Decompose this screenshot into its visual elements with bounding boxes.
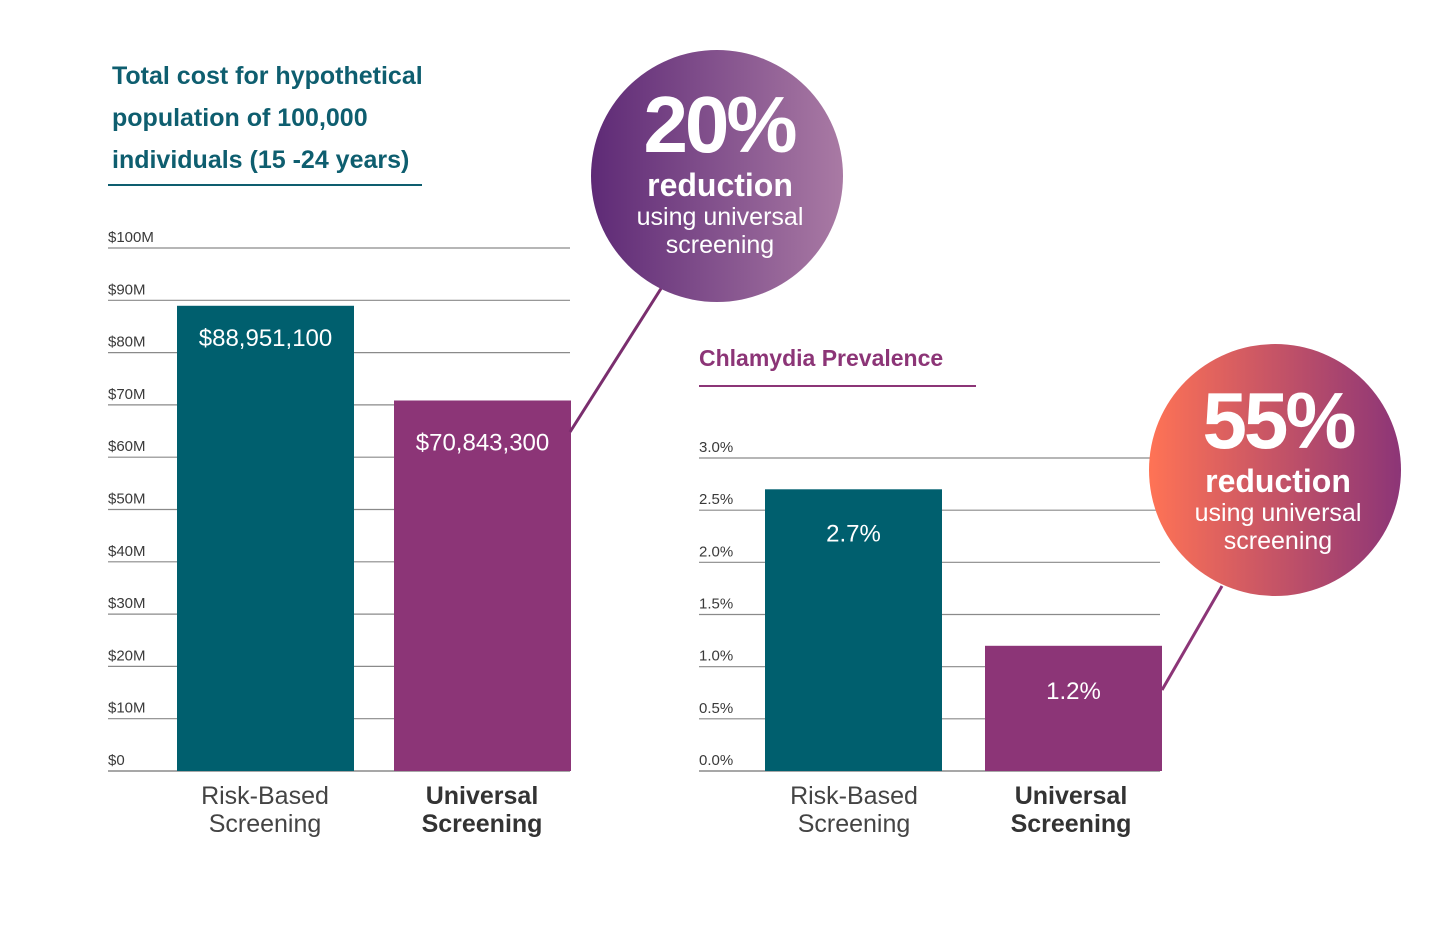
prevalence-bar-risk-based (765, 489, 942, 771)
cost-callout-using: using universal (637, 203, 804, 231)
prevalence-callout-connector (1160, 585, 1224, 691)
cost-ytick-label-4: $40M (108, 543, 146, 560)
cost-ytick-label-2: $20M (108, 647, 146, 664)
cost-callout-connector (568, 286, 664, 433)
cost-ytick-label-1: $10M (108, 700, 146, 717)
cost-callout-reduction: reduction (647, 167, 793, 203)
prevalence-ytick-label-1: 0.5% (699, 700, 733, 717)
cost-ytick-label-10: $100M (108, 229, 154, 246)
prevalence-chart-bars (765, 489, 1162, 771)
cost-chart-yticks: $0 $10M $20M $30M $40M $50M $60M $70M $80M $90M $1… (108, 229, 154, 769)
prevalence-callout-percent: 55% (1202, 376, 1355, 465)
cost-ytick-label-5: $50M (108, 491, 146, 508)
cost-chart-title: Total cost for hypothetical population o… (108, 62, 423, 186)
cost-chart-bars (177, 305, 571, 771)
cost-bar-risk-based (177, 305, 354, 771)
prevalence-ytick-label-0: 0.0% (699, 752, 733, 769)
prevalence-category-risk-line-1: Risk-Based (790, 782, 918, 810)
prevalence-bar-universal (985, 645, 1162, 771)
cost-category-risk-line-2: Screening (209, 810, 322, 838)
cost-bar-universal (394, 400, 571, 771)
cost-category-universal-line-2: Screening (422, 810, 543, 838)
cost-ytick-label-9: $90M (108, 281, 146, 298)
prevalence-ytick-label-6: 3.0% (699, 439, 733, 456)
cost-ytick-label-8: $80M (108, 334, 146, 351)
cost-callout-circle (591, 50, 843, 302)
prevalence-ytick-label-3: 1.5% (699, 596, 733, 613)
prevalence-category-universal-line-1: Universal (1015, 782, 1128, 810)
cost-title-line-2: population of 100,000 (112, 104, 368, 132)
prevalence-callout-circle (1149, 344, 1401, 596)
prevalence-callout-screening: screening (1224, 527, 1332, 555)
prevalence-ytick-label-5: 2.5% (699, 491, 733, 508)
prevalence-category-risk-line-2: Screening (798, 810, 911, 838)
prevalence-ytick-label-4: 2.0% (699, 543, 733, 560)
cost-ytick-label-3: $30M (108, 595, 146, 612)
prevalence-callout-reduction: reduction (1205, 463, 1351, 499)
prevalence-value-label-universal: 1.2% (1046, 678, 1101, 705)
cost-callout-percent: 20% (643, 80, 796, 169)
cost-value-label-universal: $70,843,300 (416, 429, 549, 456)
prevalence-category-universal-line-2: Screening (1011, 810, 1132, 838)
prevalence-title: Chlamydia Prevalence (699, 345, 943, 371)
prevalence-chart-yticks: 0.0% 0.5% 1.0% 1.5% 2.0% 2.5% 3.0% (699, 439, 733, 769)
prevalence-chart-title: Chlamydia Prevalence (699, 345, 976, 387)
prevalence-ytick-label-2: 1.0% (699, 648, 733, 665)
cost-ytick-label-0: $0 (108, 752, 125, 769)
prevalence-value-label-risk: 2.7% (826, 520, 881, 547)
cost-callout-screening: screening (666, 231, 774, 259)
cost-ytick-label-6: $60M (108, 438, 146, 455)
cost-title-line-3: individuals (15 -24 years) (112, 146, 409, 174)
prevalence-callout-using: using universal (1195, 499, 1362, 527)
cost-ytick-label-7: $70M (108, 386, 146, 403)
cost-category-risk-line-1: Risk-Based (201, 782, 329, 810)
cost-value-label-risk: $88,951,100 (199, 325, 332, 352)
cost-category-universal-line-1: Universal (426, 782, 539, 810)
cost-title-line-1: Total cost for hypothetical (112, 62, 423, 90)
